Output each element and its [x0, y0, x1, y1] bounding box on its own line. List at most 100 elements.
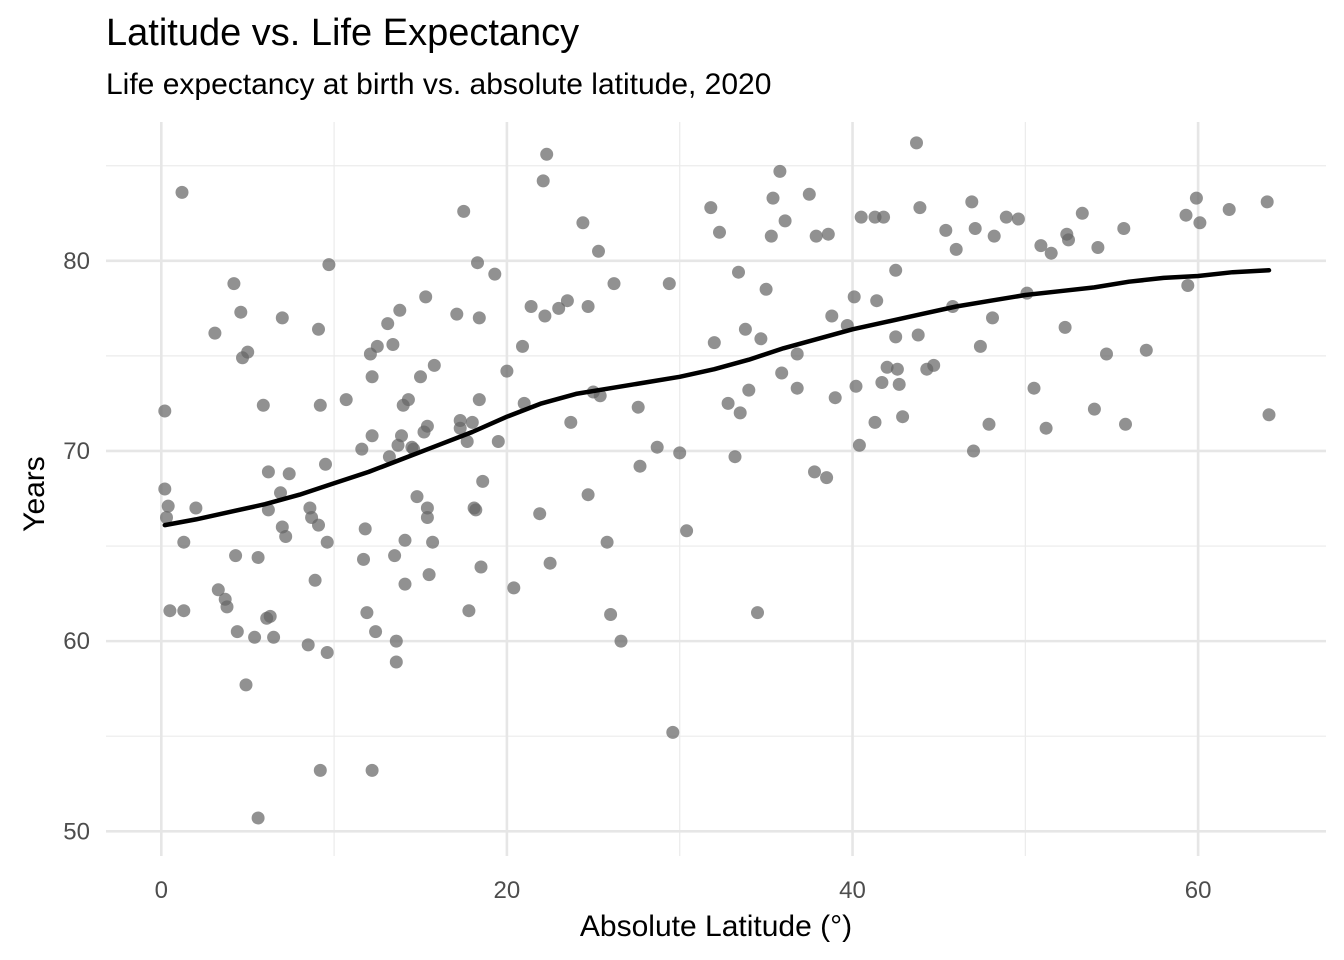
data-point: [267, 630, 281, 644]
data-point: [263, 609, 277, 623]
chart-title: Latitude vs. Life Expectancy: [106, 12, 580, 54]
data-point: [802, 187, 816, 201]
data-point: [248, 630, 262, 644]
y-tick-label: 50: [63, 818, 90, 845]
data-point: [1181, 279, 1195, 292]
data-point: [650, 440, 664, 454]
data-point: [275, 311, 289, 325]
data-point: [728, 450, 742, 464]
data-point: [581, 488, 595, 502]
y-tick-labels: 50 60 70 80: [63, 248, 90, 845]
data-point: [790, 381, 804, 395]
data-point: [476, 474, 490, 488]
data-point: [381, 317, 395, 331]
data-point: [600, 535, 614, 549]
data-point: [614, 634, 628, 648]
x-tick-label: 60: [1185, 877, 1212, 904]
data-point: [721, 396, 735, 410]
data-point: [211, 583, 225, 597]
data-point: [370, 339, 384, 353]
data-point: [911, 328, 925, 342]
data-point: [982, 417, 996, 431]
data-point: [778, 214, 792, 228]
data-point: [766, 191, 780, 205]
data-point: [713, 225, 726, 239]
data-point: [488, 267, 502, 281]
data-point: [1062, 233, 1075, 247]
data-point: [877, 210, 891, 224]
x-axis-title: Absolute Latitude (°): [580, 910, 852, 943]
data-point: [507, 581, 521, 595]
data-point: [973, 339, 987, 353]
data-point: [604, 608, 618, 621]
data-point: [987, 229, 1001, 243]
data-point: [360, 606, 374, 620]
data-point: [426, 535, 440, 549]
data-point: [158, 404, 172, 418]
data-point: [420, 419, 434, 433]
data-point: [633, 459, 647, 473]
data-point: [892, 377, 906, 391]
data-point: [313, 763, 327, 777]
data-point: [913, 201, 927, 215]
data-point: [239, 678, 253, 692]
data-point: [229, 549, 243, 563]
data-point: [422, 568, 436, 582]
data-point: [738, 322, 752, 336]
data-point: [175, 185, 189, 199]
data-point: [462, 604, 476, 618]
data-point: [986, 311, 999, 325]
data-point: [282, 467, 296, 481]
data-point: [160, 511, 173, 524]
data-point: [967, 444, 980, 458]
data-point: [1119, 417, 1132, 431]
data-point: [177, 604, 191, 618]
data-point: [1222, 203, 1236, 216]
data-point: [680, 524, 694, 538]
data-point: [533, 507, 547, 521]
data-point: [742, 383, 756, 397]
data-point: [251, 811, 265, 825]
data-point: [662, 277, 676, 291]
data-point: [312, 322, 325, 336]
data-point: [592, 244, 605, 258]
data-point: [1034, 239, 1048, 253]
data-point: [251, 551, 265, 564]
y-axis-title: Years: [18, 456, 51, 532]
data-point: [339, 393, 353, 407]
data-point: [847, 290, 861, 304]
data-point: [820, 471, 834, 485]
data-point: [319, 457, 332, 471]
data-point: [1091, 241, 1105, 254]
data-point: [234, 305, 248, 319]
data-point: [386, 338, 400, 351]
data-point: [733, 406, 747, 420]
data-point: [398, 533, 412, 547]
data-point: [576, 216, 590, 230]
data-point: [868, 415, 882, 429]
data-point: [1260, 195, 1274, 209]
data-point: [999, 210, 1013, 224]
data-point: [471, 256, 484, 270]
data-point: [854, 210, 868, 224]
data-point: [875, 376, 889, 389]
data-point: [849, 379, 863, 393]
data-point: [398, 577, 412, 591]
data-point: [939, 223, 953, 237]
data-point: [301, 638, 315, 652]
data-point: [427, 358, 441, 372]
data-point: [472, 393, 486, 407]
data-point: [808, 465, 821, 479]
data-point: [607, 277, 621, 291]
data-point: [707, 336, 721, 350]
data-point: [450, 307, 464, 321]
data-point: [279, 530, 293, 543]
data-point: [388, 549, 402, 563]
data-point: [189, 501, 203, 515]
data-point: [775, 366, 789, 380]
data-point: [472, 311, 486, 325]
data-point: [552, 301, 566, 315]
data-point: [230, 625, 244, 639]
data-point: [320, 535, 334, 549]
data-point: [410, 490, 424, 504]
